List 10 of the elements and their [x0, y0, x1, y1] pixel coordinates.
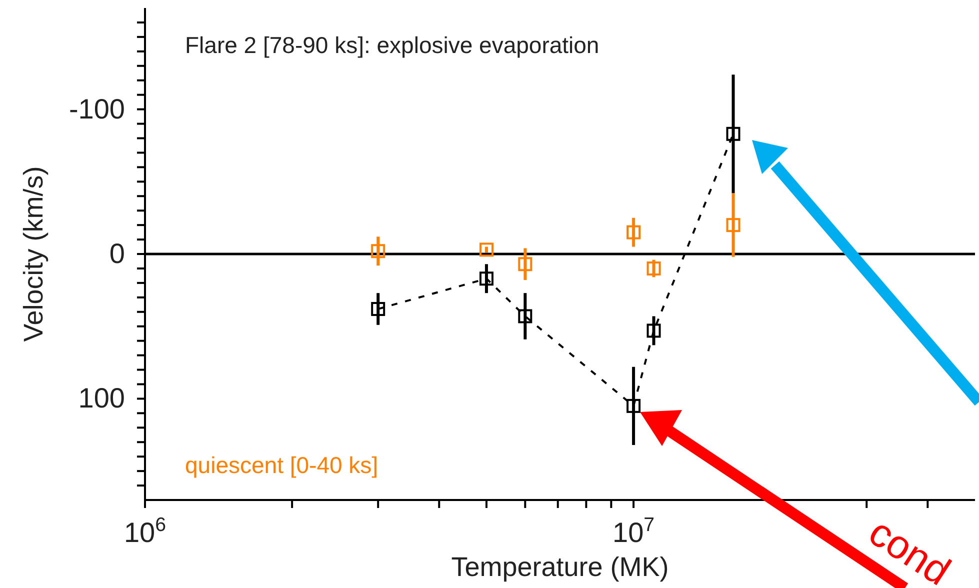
x-tick-label: 10$^{7}$: [612, 514, 655, 548]
y-tick-label: 100: [78, 382, 125, 414]
x-tick-label: 10$^{6}$: [124, 514, 166, 548]
text: cond: [860, 510, 958, 588]
y-tick-label: -100: [68, 93, 125, 124]
text: quiescent [0-40 ks]: [185, 452, 378, 479]
y-tick-label: 0: [109, 238, 125, 269]
x-axis-title: Temperature (MK): [451, 552, 669, 583]
annotation: Flare 2 [78-90 ks]: explosive evaporation: [185, 32, 600, 59]
y-axis-title: Velocity (km/s): [18, 166, 50, 342]
